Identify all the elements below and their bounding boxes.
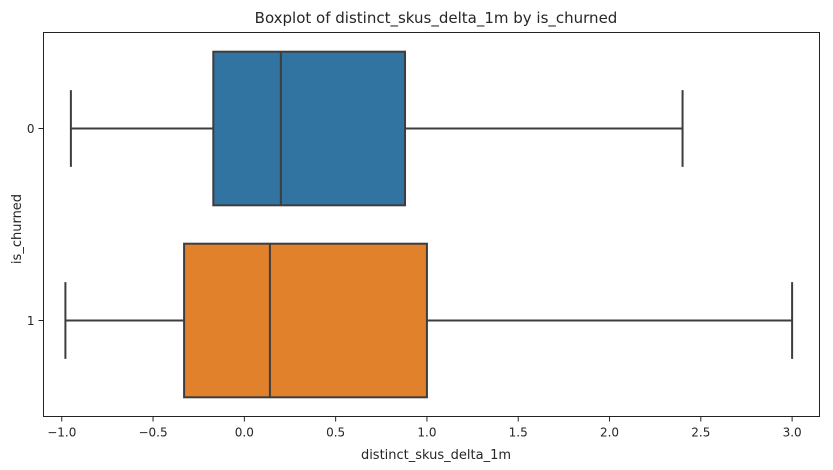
- plot-area: [43, 32, 820, 417]
- x-tick-label: 0.0: [235, 426, 254, 440]
- y-axis-ticks: 01: [27, 122, 44, 328]
- iqr-box: [212, 50, 407, 207]
- x-tick-label: −0.5: [138, 426, 167, 440]
- x-axis-ticks: −1.0 −0.5 0.0 0.5 1.0 1.5 2.0 2.5 3.0: [47, 416, 802, 440]
- x-tick-label: 1.0: [417, 426, 436, 440]
- x-tick-label: 1.5: [509, 426, 528, 440]
- chart-title: Boxplot of distinct_skus_delta_1m by is_…: [255, 9, 618, 28]
- x-tick-label: 2.5: [691, 426, 710, 440]
- x-tick-label: 2.0: [600, 426, 619, 440]
- x-tick-label: −1.0: [47, 426, 76, 440]
- boxes-layer: [64, 50, 794, 399]
- y-tick-label: 0: [27, 122, 35, 136]
- x-tick-label: 3.0: [783, 426, 802, 440]
- iqr-box: [183, 242, 428, 399]
- x-axis-label: distinct_skus_delta_1m: [361, 448, 511, 463]
- y-axis-label: is_churned: [10, 194, 25, 264]
- y-tick-label: 1: [27, 314, 35, 328]
- x-tick-label: 0.5: [326, 426, 345, 440]
